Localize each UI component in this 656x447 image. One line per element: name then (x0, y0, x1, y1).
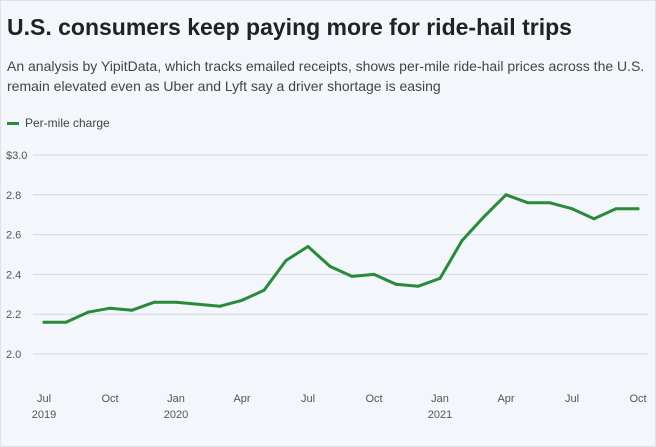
x-tick-label: Apr (233, 393, 250, 405)
y-tick-label: 2.6 (6, 230, 21, 242)
x-tick-year-label: 2020 (164, 409, 188, 421)
data-point (262, 288, 266, 292)
data-point (372, 272, 376, 276)
y-axis: $3.0 2.8 2.6 2.4 2.2 2.0 (6, 150, 27, 361)
legend-label: Per-mile charge (25, 116, 110, 130)
data-point (504, 193, 508, 197)
chart-subtitle: An analysis by YipitData, which tracks e… (7, 58, 645, 94)
data-point (64, 320, 68, 324)
data-point (240, 298, 244, 302)
data-point (548, 201, 552, 205)
data-point (570, 207, 574, 211)
data-point (438, 276, 442, 280)
chart-title: U.S. consumers keep paying more for ride… (7, 14, 572, 40)
x-tick-label: Jan (167, 393, 185, 405)
data-point (218, 304, 222, 308)
x-axis: Jul 2019 Oct Jan 2020 Apr Jul Oct Jan 2021 Apr Jul O… (32, 393, 647, 421)
series-line-per-mile-charge (42, 193, 640, 324)
y-tick-label: $3.0 (6, 150, 27, 162)
x-tick-label: Oct (629, 393, 646, 405)
data-point (86, 310, 90, 314)
x-tick-label: Apr (497, 393, 514, 405)
data-point (460, 239, 464, 243)
x-tick-year-label: 2019 (32, 409, 56, 421)
data-point (284, 259, 288, 262)
data-point (482, 215, 486, 219)
data-point (636, 207, 640, 211)
x-tick-label: Jan (431, 393, 449, 405)
x-tick-label: Jul (301, 393, 315, 405)
data-point (350, 274, 354, 278)
x-tick-label: Oct (101, 393, 118, 405)
data-point (108, 306, 112, 310)
y-tick-label: 2.4 (6, 269, 21, 281)
y-tick-label: 2.0 (6, 349, 21, 361)
x-tick-label: Oct (365, 393, 382, 405)
x-tick-label: Jul (565, 393, 579, 405)
data-point (306, 245, 310, 248)
data-point (196, 302, 200, 306)
series (42, 193, 640, 324)
y-tick-label: 2.2 (6, 309, 21, 321)
gridlines (33, 154, 648, 355)
data-point (592, 217, 596, 221)
data-point (614, 207, 618, 211)
data-point (130, 308, 134, 312)
data-point (526, 201, 530, 205)
x-tick-year-label: 2021 (428, 409, 452, 421)
data-point (394, 282, 398, 286)
data-point (416, 284, 420, 288)
data-point (174, 300, 178, 304)
legend: Per-mile charge (7, 116, 110, 130)
y-tick-label: 2.8 (6, 190, 21, 202)
legend-swatch (7, 121, 19, 125)
x-tick-label: Jul (37, 393, 51, 405)
data-point (42, 320, 46, 324)
data-point (152, 300, 156, 304)
data-point (328, 264, 332, 268)
